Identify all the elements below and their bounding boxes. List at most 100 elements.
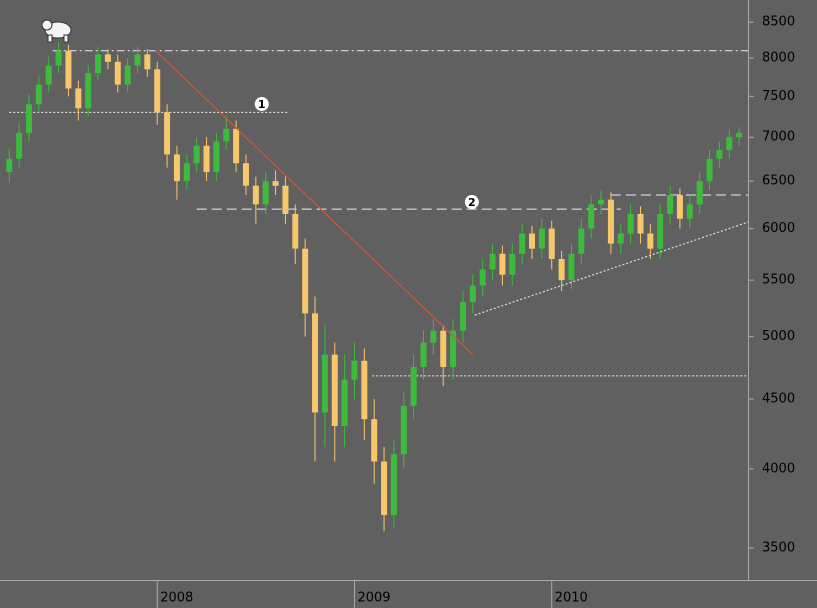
candle (410, 354, 417, 420)
candle (361, 348, 368, 440)
trend-line (154, 49, 474, 356)
candle-body (361, 360, 368, 420)
candle (351, 342, 358, 400)
candle-body (469, 285, 476, 303)
candle (469, 274, 476, 314)
annotation-marker (464, 195, 479, 210)
candle-body (233, 128, 240, 164)
candle (479, 258, 486, 297)
candle (164, 104, 171, 168)
candle-body (529, 233, 536, 249)
candle-body (331, 354, 338, 427)
y-tick-label: 8000 (762, 51, 795, 66)
y-tick-label: 5500 (762, 273, 795, 288)
y-tick-label: 7000 (762, 130, 795, 145)
candle-body (657, 213, 664, 249)
candle (529, 225, 536, 259)
candle (519, 223, 526, 265)
candle-body (124, 65, 131, 85)
candle-body (578, 228, 585, 254)
candle (292, 204, 299, 265)
candle (686, 194, 693, 229)
candle (459, 291, 466, 343)
candle (55, 42, 62, 74)
candle (252, 176, 259, 224)
candle (430, 319, 437, 355)
candle (272, 170, 279, 195)
candle (637, 206, 644, 244)
candle (371, 399, 378, 484)
x-tick-label: 2010 (555, 591, 588, 606)
candle-body (134, 54, 141, 66)
candle (558, 250, 565, 292)
candle-body (213, 141, 220, 173)
candle-body (726, 137, 733, 151)
candle-body (193, 145, 200, 164)
candle-body (114, 61, 121, 85)
candle (302, 238, 309, 337)
candle-body (252, 185, 259, 205)
candle (657, 204, 664, 259)
candle (124, 58, 131, 93)
candle (716, 141, 723, 168)
candle (35, 75, 42, 113)
candle-body (410, 367, 417, 406)
candle (114, 54, 121, 93)
candle (223, 116, 230, 151)
candle-body (282, 185, 289, 214)
candle-body (144, 54, 151, 70)
candle (173, 145, 180, 200)
candle-body (242, 163, 249, 186)
candle-body (272, 181, 279, 186)
candle-body (95, 54, 102, 74)
candle (282, 176, 289, 224)
candle-body (519, 233, 526, 254)
candle (588, 194, 595, 239)
candle (667, 185, 674, 224)
candle (390, 439, 397, 529)
candle (45, 56, 52, 93)
candle-body (538, 228, 545, 249)
candle-body (164, 112, 171, 155)
candle-body (203, 145, 210, 173)
candle (400, 392, 407, 469)
candle-body (351, 360, 358, 380)
candle-body (390, 454, 397, 516)
candle-body (499, 253, 506, 275)
candle-body (262, 181, 269, 205)
candle (726, 128, 733, 159)
candle-body (154, 69, 161, 113)
candle-body (558, 258, 565, 281)
candle (578, 218, 585, 265)
candle-body (736, 133, 743, 138)
candle-body (173, 154, 180, 182)
candle-body (509, 253, 516, 275)
candle (440, 324, 447, 387)
candle-body (55, 50, 62, 66)
candle (598, 190, 605, 214)
y-tick-label: 8500 (762, 15, 795, 30)
bear-icon (41, 19, 72, 43)
candle (607, 192, 614, 254)
candle-body (381, 461, 388, 516)
candle-body (292, 213, 299, 249)
candle (568, 243, 575, 289)
candle-body (489, 253, 496, 270)
candle (65, 44, 72, 97)
candle (617, 223, 624, 254)
candle-body (430, 330, 437, 343)
annotation-marker (254, 97, 269, 112)
y-tick-label: 7500 (762, 89, 795, 104)
candle-body (459, 302, 466, 331)
candle (95, 47, 102, 81)
candle (341, 354, 348, 448)
candle-body (568, 253, 575, 281)
candle-body (25, 104, 32, 134)
candle-body (450, 330, 457, 368)
candle (450, 319, 457, 380)
candle-body (183, 163, 190, 182)
candle (16, 123, 23, 168)
